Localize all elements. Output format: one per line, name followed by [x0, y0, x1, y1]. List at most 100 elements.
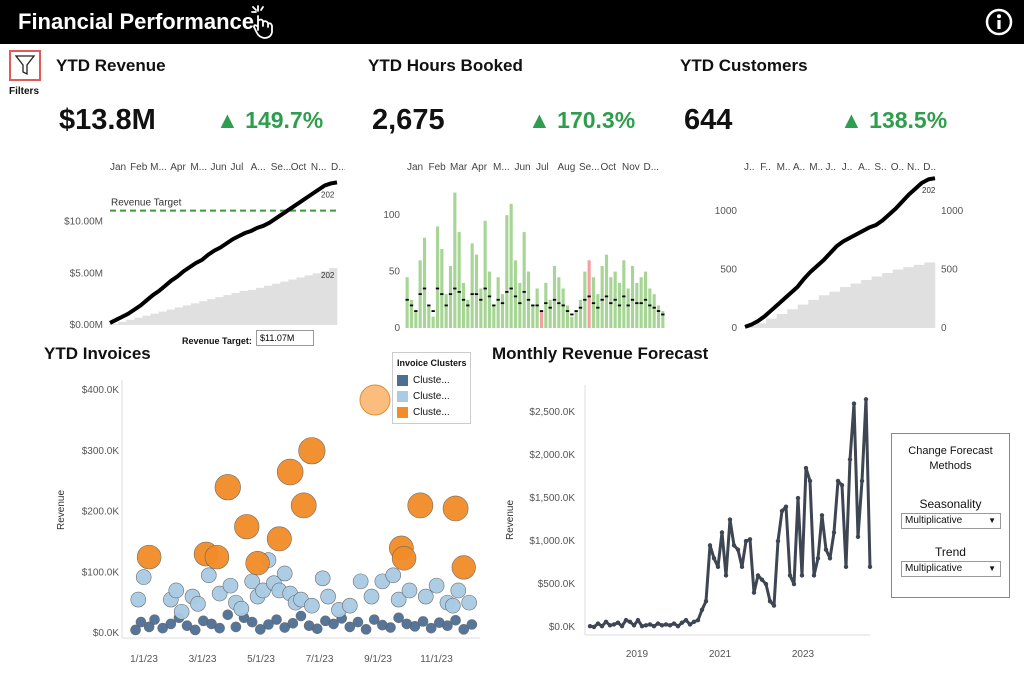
invoice-point: [368, 614, 380, 625]
forecast-point: [659, 623, 665, 628]
forecast-point: [691, 619, 697, 625]
forecast-point: [819, 513, 825, 518]
hours-bar: [600, 265, 604, 328]
invoice-point: [200, 567, 217, 584]
invoice-point: [393, 612, 404, 624]
page-title: Financial Performance: [18, 9, 254, 34]
invoice-point: [298, 437, 326, 465]
y-tick-label-left: 1000: [715, 206, 738, 217]
prior-year-bar: [328, 268, 338, 325]
invoice-point: [311, 623, 323, 635]
invoice-point: [246, 616, 258, 628]
forecast-point: [667, 623, 673, 628]
hours-bar: [661, 311, 665, 328]
dropdown-caret-icon: ▼: [988, 516, 996, 525]
info-icon[interactable]: [985, 8, 1013, 36]
trend-select[interactable]: Multiplicative ▼: [901, 561, 1001, 577]
month-tick-label: Oct: [601, 162, 617, 173]
month-tick-label: Jun: [210, 162, 226, 173]
forecast-point: [587, 623, 593, 629]
invoice-point: [233, 600, 250, 617]
forecast-point: [699, 607, 705, 613]
hours-bar: [626, 288, 630, 328]
y-tick-label: $0.0K: [549, 622, 575, 633]
invoice-point: [234, 514, 260, 540]
prior-year-bar: [118, 321, 127, 325]
invoice-point: [445, 597, 461, 614]
prior-year-bar: [199, 301, 208, 325]
y-tick-label-left: 0: [731, 323, 737, 332]
prior-year-bar: [231, 292, 241, 325]
y-tick-label-left: 500: [720, 264, 737, 275]
month-tick-label: D...: [331, 162, 345, 173]
kpi-value-customers: 644: [684, 104, 733, 136]
forecast-point: [675, 623, 681, 629]
seasonality-select[interactable]: Multiplicative ▼: [901, 513, 1001, 529]
revenue-target-input[interactable]: [256, 330, 314, 346]
legend-item-cluster-1[interactable]: Cluste...: [397, 373, 450, 387]
prior-year-bar: [166, 309, 176, 325]
forecast-point: [771, 603, 777, 608]
invoice-point: [385, 567, 402, 584]
y-tick-label: $1,500.0K: [529, 493, 575, 504]
prior-year-bar: [840, 287, 851, 328]
hours-bar: [630, 265, 635, 328]
invoice-point: [328, 618, 339, 630]
forecast-point: [811, 573, 817, 578]
legend-item-cluster-3[interactable]: Cluste...: [397, 405, 450, 419]
forecast-point: [823, 547, 829, 552]
legend-item-cluster-2[interactable]: Cluste...: [397, 389, 450, 403]
hours-bar: [565, 305, 570, 328]
prior-year-bar: [247, 289, 257, 325]
kpi-title-hours: YTD Hours Booked: [368, 56, 523, 75]
month-tick-label: M...: [190, 162, 207, 173]
month-tick-label: M..: [809, 162, 823, 173]
hand-click-icon[interactable]: [250, 4, 280, 40]
prior-year-bar: [239, 290, 249, 325]
y-tick-label: $400.0K: [82, 385, 120, 396]
filter-button[interactable]: [9, 50, 41, 81]
invoice-point: [287, 617, 299, 629]
invoice-point: [214, 474, 241, 501]
revenue-chart[interactable]: Jan Feb M... Apr M... Jun Jul A... Se... Oct N... D…: [55, 150, 345, 332]
prior-year-bar: [207, 299, 216, 325]
invoice-point: [222, 609, 234, 621]
invoice-point: [214, 622, 225, 634]
month-tick-label: F..: [760, 162, 771, 173]
up-arrow-icon: ▲: [840, 107, 863, 133]
hours-bar: [505, 215, 509, 328]
invoice-point: [266, 526, 292, 552]
y-tick-label: $300.0K: [82, 446, 120, 457]
hours-bar: [652, 294, 656, 328]
month-tick-label: Feb: [130, 162, 148, 173]
hours-bar: [539, 311, 544, 328]
forecast-point: [603, 619, 609, 625]
month-tick-label: O..: [891, 162, 904, 173]
hours-chart[interactable]: Jan Feb Mar Apr M... Jun Jul Aug Se... Oct Nov D...…: [370, 150, 670, 332]
forecast-point: [751, 590, 757, 595]
customers-chart[interactable]: J.. F.. M.. A.. M.. J.. J.. A.. S.. O.. N.. D..0 050…: [700, 150, 980, 332]
month-tick-label: Jan: [110, 162, 126, 173]
x-tick-label: 2019: [626, 649, 649, 660]
forecast-chart[interactable]: $0.0K $500.0K $1,000.0K $1,500.0K $2,000.0K $…: [495, 375, 890, 670]
month-tick-label: S..: [874, 162, 886, 173]
hours-bar: [479, 288, 483, 328]
forecast-point: [835, 478, 841, 484]
invoice-point: [165, 618, 177, 630]
invoice-point: [135, 616, 147, 628]
forecast-point: [843, 564, 849, 570]
prior-year-bar: [296, 277, 305, 325]
y-tick-label: $500.0K: [538, 579, 576, 590]
x-tick-label: 7/1/23: [306, 654, 334, 665]
kpi-change-hours-value: 170.3%: [557, 107, 636, 133]
hours-bar: [435, 226, 440, 328]
kpi-change-revenue: ▲ 149.7%: [216, 107, 323, 134]
kpi-change-customers: ▲ 138.5%: [840, 107, 947, 134]
invoices-chart[interactable]: $0.0K $100.0K $200.0K $300.0K $400.0K 1/1/23 3…: [40, 370, 490, 670]
invoice-point: [320, 588, 336, 605]
invoice-point: [190, 596, 206, 612]
invoice-point: [461, 594, 477, 611]
forecast-point: [711, 556, 717, 561]
forecast-point: [863, 397, 869, 402]
trend-label: Trend: [935, 545, 966, 559]
